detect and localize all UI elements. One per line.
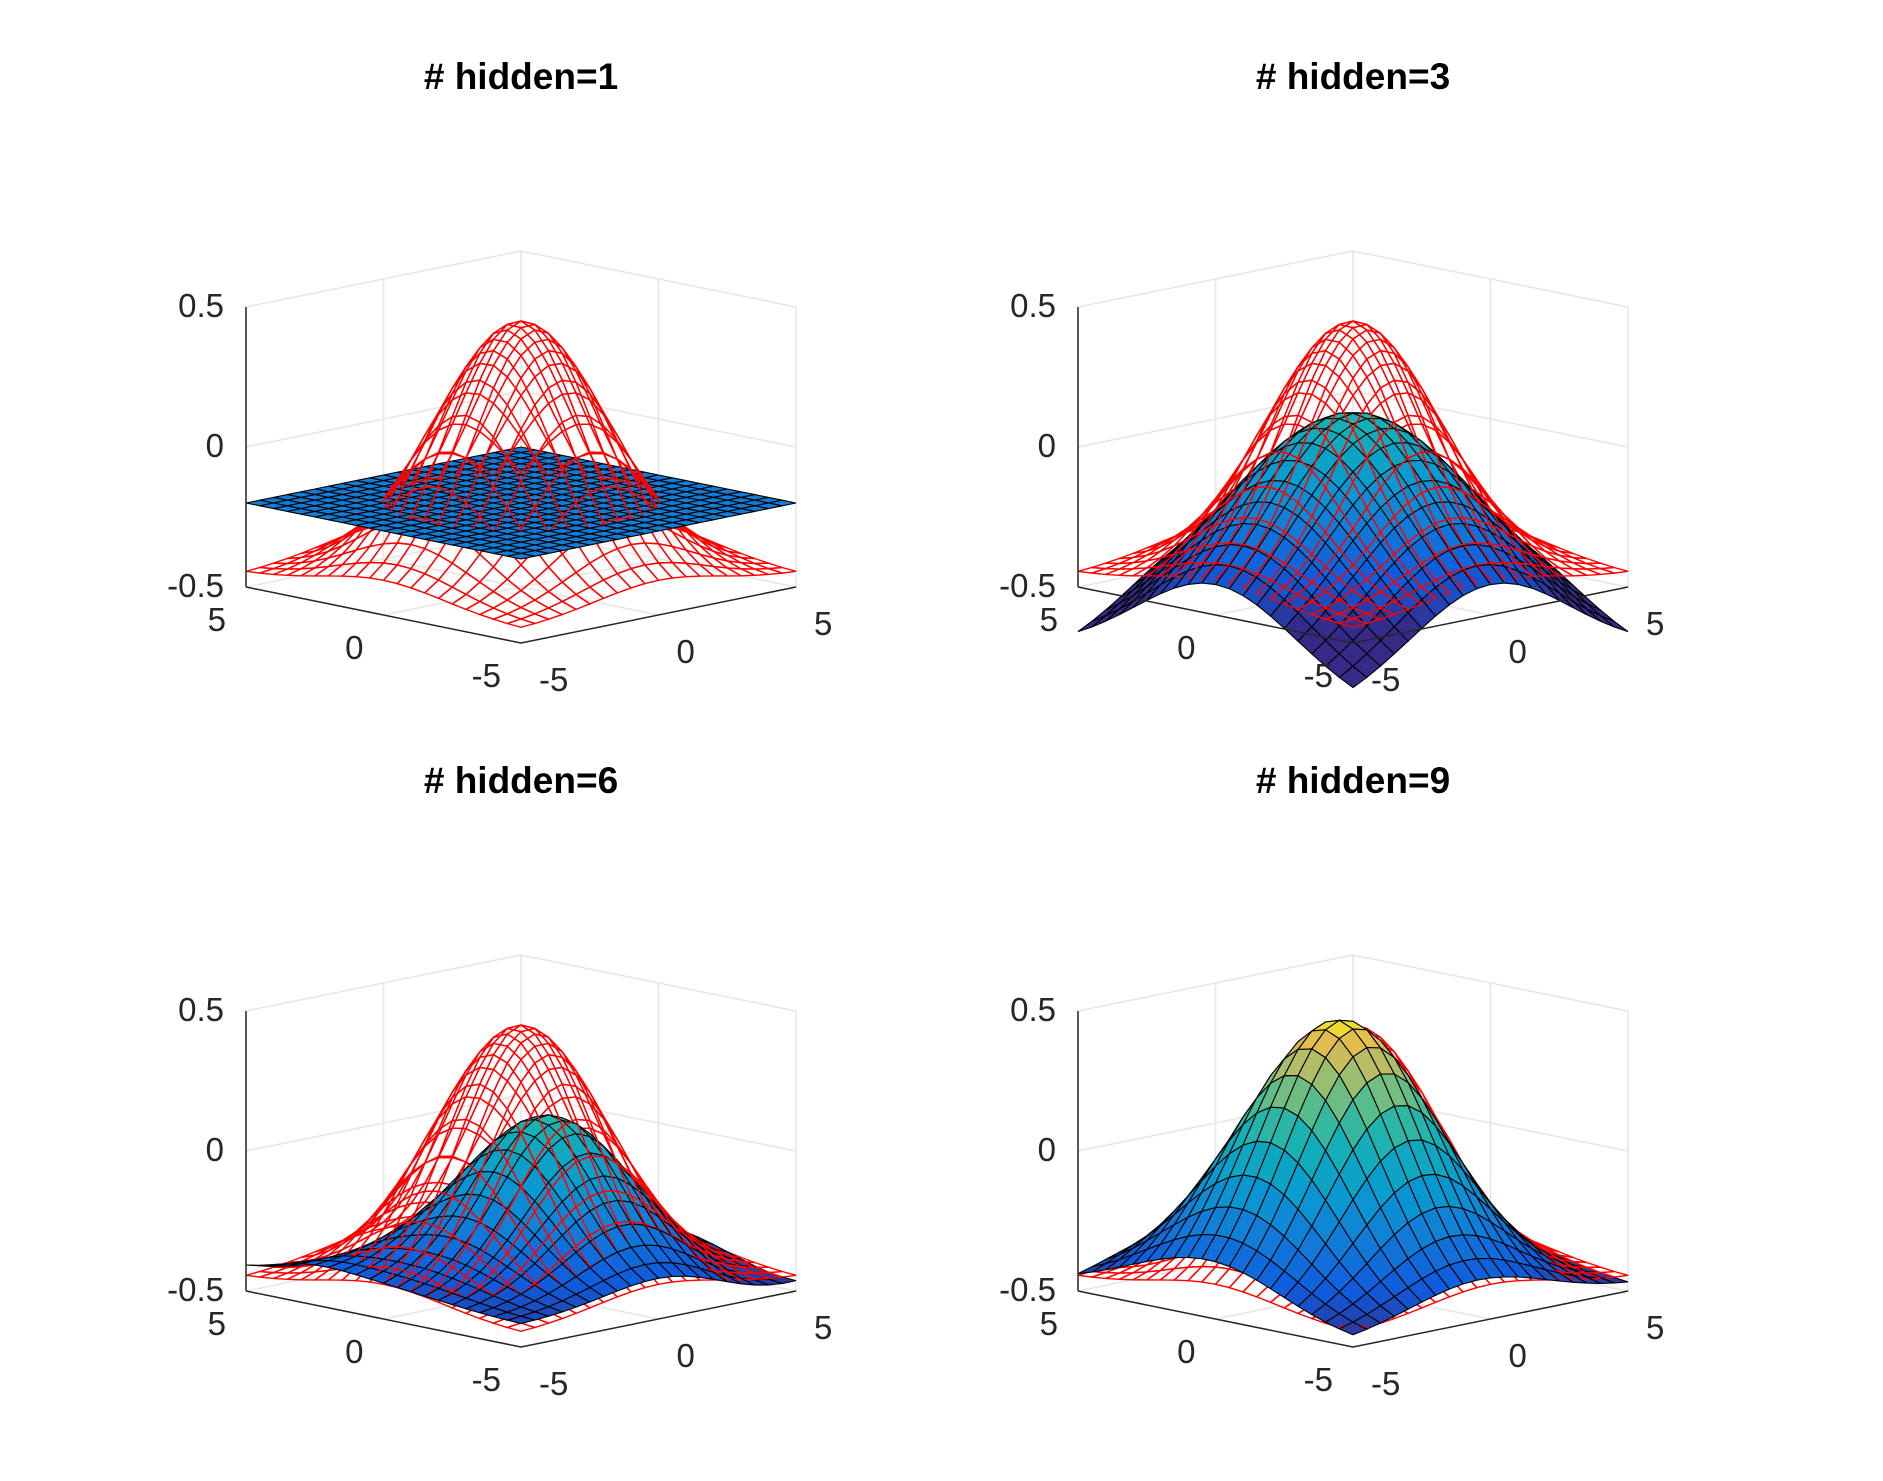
surfaces [1077, 1019, 1629, 1336]
axes: -0.5 0 0.5 5 0 -5 -5 0 5 [167, 287, 832, 698]
z-tick-label: 0 [206, 427, 224, 464]
z-tick-label: -0.5 [999, 1271, 1056, 1308]
y-tick-label: -5 [1304, 1361, 1333, 1398]
axis-line [520, 586, 797, 644]
x-tick-label: -5 [1371, 1365, 1400, 1402]
y-tick-label: 0 [345, 629, 363, 666]
x-tick-label: -5 [539, 661, 568, 698]
z-tick-label: 0.5 [178, 287, 224, 324]
x-tick-label: 0 [677, 633, 695, 670]
target-mesh-face [1091, 1271, 1120, 1280]
y-tick-label: 5 [208, 601, 226, 638]
z-tick-label: 0 [1038, 1131, 1056, 1168]
surfaces [1077, 320, 1629, 689]
target-mesh-face [1105, 1272, 1134, 1281]
y-tick-label: 0 [1177, 1333, 1195, 1370]
target-mesh-face [1200, 1266, 1231, 1286]
x-tick-label: 0 [1509, 1337, 1527, 1374]
axis-line [245, 586, 522, 644]
surfaces [245, 320, 797, 629]
panel-title: # hidden=1 [423, 56, 619, 97]
target-mesh-face [1186, 1265, 1218, 1283]
target-mesh-face [1214, 1268, 1245, 1289]
z-tick-label: 0.5 [1010, 991, 1056, 1028]
y-tick-label: 5 [1040, 1305, 1058, 1342]
x-tick-label: 5 [1646, 1309, 1664, 1346]
fitted-surface-face [507, 552, 535, 560]
x-tick-label: 5 [814, 605, 832, 642]
target-mesh-face [504, 618, 538, 629]
y-tick-label: -5 [472, 657, 501, 694]
z-tick-label: -0.5 [167, 567, 224, 604]
panel-title: # hidden=3 [1255, 56, 1451, 97]
